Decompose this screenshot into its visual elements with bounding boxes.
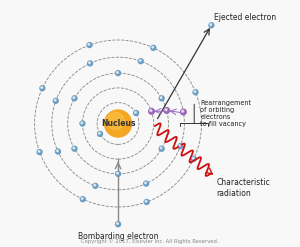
Circle shape bbox=[159, 146, 164, 151]
Circle shape bbox=[88, 61, 92, 66]
Circle shape bbox=[80, 121, 85, 126]
Circle shape bbox=[87, 42, 92, 47]
Circle shape bbox=[72, 96, 77, 101]
Circle shape bbox=[151, 45, 156, 50]
Circle shape bbox=[54, 99, 56, 101]
Text: Nucleus: Nucleus bbox=[101, 119, 135, 128]
Circle shape bbox=[159, 96, 164, 101]
Circle shape bbox=[72, 146, 77, 151]
Circle shape bbox=[53, 98, 58, 103]
Circle shape bbox=[116, 71, 121, 76]
Circle shape bbox=[88, 62, 90, 63]
Circle shape bbox=[194, 91, 196, 92]
Circle shape bbox=[164, 108, 169, 113]
Circle shape bbox=[81, 122, 83, 124]
Circle shape bbox=[135, 111, 137, 113]
Circle shape bbox=[80, 197, 85, 202]
Circle shape bbox=[93, 183, 98, 188]
Circle shape bbox=[152, 46, 154, 48]
Circle shape bbox=[116, 171, 121, 176]
Circle shape bbox=[191, 156, 196, 161]
Circle shape bbox=[117, 72, 118, 73]
Circle shape bbox=[38, 150, 40, 152]
Text: Characteristic
radiation: Characteristic radiation bbox=[216, 178, 270, 198]
Circle shape bbox=[150, 109, 152, 111]
Circle shape bbox=[165, 109, 167, 111]
Circle shape bbox=[56, 149, 60, 154]
Circle shape bbox=[94, 184, 96, 186]
Text: Copyright © 2017, Elsevier Inc. All Rights Reserved.: Copyright © 2017, Elsevier Inc. All Righ… bbox=[81, 238, 219, 244]
Circle shape bbox=[178, 144, 183, 149]
Circle shape bbox=[56, 150, 58, 152]
Circle shape bbox=[144, 181, 148, 186]
Circle shape bbox=[117, 172, 118, 174]
Circle shape bbox=[116, 222, 121, 227]
Circle shape bbox=[145, 200, 147, 202]
Text: Rearrangement
of orbiting
electrons
to fill vacancy: Rearrangement of orbiting electrons to f… bbox=[200, 100, 251, 127]
Circle shape bbox=[88, 43, 90, 45]
Circle shape bbox=[105, 110, 132, 137]
Circle shape bbox=[117, 223, 118, 224]
Circle shape bbox=[160, 147, 162, 149]
Circle shape bbox=[41, 87, 43, 88]
Circle shape bbox=[37, 150, 42, 155]
Circle shape bbox=[193, 90, 198, 95]
Text: Ejected electron: Ejected electron bbox=[214, 13, 276, 21]
Circle shape bbox=[209, 23, 214, 28]
Circle shape bbox=[149, 108, 155, 114]
Circle shape bbox=[144, 200, 149, 205]
Circle shape bbox=[134, 111, 139, 116]
Circle shape bbox=[138, 59, 143, 64]
Circle shape bbox=[210, 24, 212, 25]
Circle shape bbox=[98, 132, 100, 134]
Circle shape bbox=[192, 157, 194, 159]
Circle shape bbox=[139, 60, 141, 61]
Circle shape bbox=[40, 86, 45, 91]
Circle shape bbox=[182, 110, 184, 112]
Circle shape bbox=[98, 131, 102, 136]
Circle shape bbox=[73, 147, 75, 149]
Circle shape bbox=[179, 145, 181, 146]
Circle shape bbox=[81, 198, 83, 199]
Circle shape bbox=[107, 112, 124, 130]
Text: Bombarding electron: Bombarding electron bbox=[78, 232, 158, 241]
Circle shape bbox=[145, 182, 146, 184]
Circle shape bbox=[181, 109, 186, 115]
Circle shape bbox=[73, 97, 75, 99]
Circle shape bbox=[160, 97, 162, 99]
